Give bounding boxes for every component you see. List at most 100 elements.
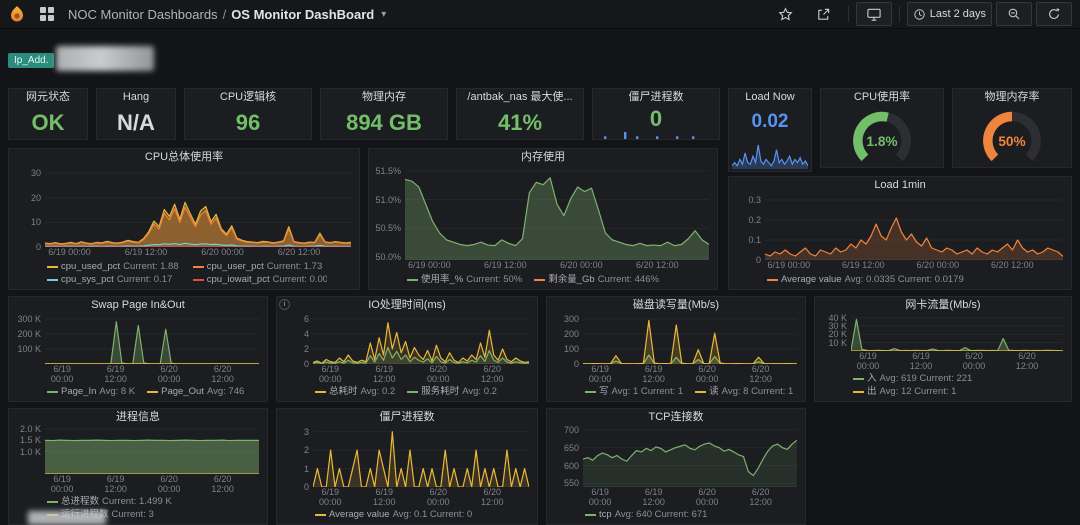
x-tick-label: 6/19 00:00 bbox=[588, 487, 612, 507]
x-tick-label: 6/20 00:00 bbox=[157, 474, 181, 494]
panel-title[interactable]: Load Now bbox=[745, 91, 795, 103]
legend-item[interactable]: Average value Avg: 0.1 Current: 0 bbox=[315, 508, 472, 521]
star-button[interactable] bbox=[769, 3, 803, 25]
panel-title[interactable]: IO处理时间(ms) bbox=[368, 299, 446, 311]
chart-area: 40 K 30 K 20 K 10 K bbox=[817, 313, 1063, 351]
panel-physical-memory: 物理内存 894 GB bbox=[320, 88, 448, 140]
legend-item[interactable]: 总耗时 Avg: 0.2 bbox=[315, 385, 395, 398]
legend-item[interactable]: 使用率_% Current: 50% bbox=[407, 273, 522, 286]
legend-item[interactable]: 总进程数 Current: 1.499 K bbox=[47, 495, 172, 508]
legend-item[interactable]: 剩余量_Gb Current: 446% bbox=[534, 273, 659, 286]
y-tick-label: 100 bbox=[563, 344, 579, 355]
panel-title[interactable]: 内存使用 bbox=[521, 151, 565, 163]
chart-plot-area[interactable] bbox=[45, 168, 351, 247]
chart-plot-area[interactable] bbox=[765, 196, 1063, 260]
panel-title[interactable]: 物理内存率 bbox=[984, 91, 1040, 103]
grafana-logo[interactable] bbox=[6, 3, 28, 25]
navbar-actions: Last 2 days bbox=[769, 2, 1072, 26]
panel-zombie-process-graph: 僵尸进程数 3 2 1 0 6/19 00:00 6/19 12:00 6/20 00:00 6/2… bbox=[276, 408, 538, 525]
legend-series-color bbox=[47, 500, 58, 503]
redacted-ip-value[interactable] bbox=[56, 46, 154, 71]
y-tick-label: 600 bbox=[563, 460, 579, 471]
legend-item[interactable]: Page_In Avg: 8 K bbox=[47, 385, 135, 398]
chart-plot-area[interactable] bbox=[45, 316, 259, 364]
legend-series-color bbox=[407, 390, 419, 393]
y-axis: 3 2 1 0 bbox=[279, 427, 313, 492]
x-tick-label: 6/20 12:00 bbox=[1015, 351, 1039, 371]
y-tick-label: 550 bbox=[563, 478, 579, 489]
x-tick-label: 6/20 00:00 bbox=[962, 351, 986, 371]
x-axis-spacer bbox=[11, 474, 45, 494]
panel-title[interactable]: Hang bbox=[122, 91, 150, 103]
chart-plot-area[interactable] bbox=[583, 428, 797, 487]
legend-item[interactable]: tcp Avg: 640 Current: 671 bbox=[585, 508, 707, 521]
legend-item[interactable]: Page_Out Avg: 746 bbox=[147, 385, 244, 398]
chart-plot-area[interactable] bbox=[405, 168, 709, 260]
panel-title[interactable]: 僵尸进程数 bbox=[628, 91, 684, 103]
panel-title[interactable]: Load 1min bbox=[874, 179, 926, 191]
x-axis-spacer bbox=[549, 487, 583, 507]
legend-series-color bbox=[534, 278, 546, 281]
y-tick-label: 2 bbox=[303, 344, 309, 355]
legend-item[interactable]: 服务耗时 Avg: 0.2 bbox=[407, 385, 497, 398]
x-axis: 6/19 00:00 6/19 12:00 6/20 00:00 6/20 12:00 bbox=[45, 364, 259, 384]
panel-title[interactable]: 进程信息 bbox=[116, 411, 160, 423]
time-range-picker[interactable]: Last 2 days bbox=[906, 2, 992, 26]
panel-title[interactable]: 物理内存 bbox=[362, 91, 406, 103]
x-tick-label: 6/20 12:00 bbox=[277, 247, 321, 257]
chart-memory: 51.5% 51.0% 50.5% 50.0% 6/19 00:00 6/19 12:00… bbox=[369, 166, 717, 289]
legend-item[interactable]: 出 Avg: 12 Current: 1 bbox=[853, 385, 956, 398]
refresh-icon bbox=[1049, 8, 1060, 20]
panel-title[interactable]: CPU逻辑核 bbox=[219, 91, 277, 103]
zoom-out-button[interactable] bbox=[996, 2, 1032, 26]
panel-title[interactable]: 网卡流量(Mb/s) bbox=[905, 299, 981, 311]
share-icon bbox=[818, 8, 830, 20]
star-icon bbox=[778, 6, 793, 21]
panel-tcp-connections: TCP连接数 700 650 600 550 6/19 00:00 6/19 12:00 6/2… bbox=[546, 408, 806, 525]
breadcrumb-folder: NOC Monitor Dashboards bbox=[68, 6, 218, 22]
x-axis-spacer bbox=[11, 364, 45, 384]
chart-area: 300 K 200 K 100 K bbox=[11, 314, 259, 364]
panel-title[interactable]: CPU总体使用率 bbox=[144, 151, 224, 163]
chart-canvas bbox=[851, 316, 1063, 351]
legend-series-name: cpu_used_pct bbox=[61, 261, 121, 272]
legend-item[interactable]: 入 Avg: 619 Current: 221 bbox=[853, 372, 972, 385]
panel-title[interactable]: /antbak_nas 最大使... bbox=[467, 91, 573, 103]
chart-plot-area[interactable] bbox=[583, 316, 797, 364]
chart-plot-area[interactable] bbox=[313, 316, 529, 364]
chart-plot-area[interactable] bbox=[45, 428, 259, 474]
panel-title[interactable]: TCP连接数 bbox=[648, 411, 704, 423]
tv-mode-button[interactable] bbox=[855, 2, 892, 26]
legend-item[interactable]: cpu_used_pct Current: 1.88 bbox=[47, 260, 181, 273]
panel-title[interactable]: Swap Page In&Out bbox=[91, 299, 185, 311]
legend-item[interactable]: Average value Avg: 0.0335 Current: 0.0179 bbox=[767, 273, 964, 286]
legend-series-value: Current: 3 bbox=[111, 509, 154, 520]
refresh-button[interactable] bbox=[1036, 2, 1072, 26]
legend-series-name: Page_In bbox=[61, 386, 97, 397]
y-tick-label: 650 bbox=[563, 442, 579, 453]
panel-title[interactable]: 网元状态 bbox=[26, 91, 70, 103]
breadcrumb[interactable]: NOC Monitor Dashboards / OS Monitor Dash… bbox=[68, 7, 386, 22]
info-icon[interactable]: i bbox=[279, 299, 290, 310]
variable-ip-add-tag[interactable]: Ip_Add. bbox=[8, 53, 55, 68]
chart-plot-area[interactable] bbox=[851, 316, 1063, 351]
panel-cpu-logical-cores: CPU逻辑核 96 bbox=[184, 88, 312, 140]
zombie-sparkline bbox=[596, 132, 716, 139]
y-tick-label: 10 bbox=[30, 217, 41, 228]
share-button[interactable] bbox=[807, 3, 841, 25]
panel-title[interactable]: 僵尸进程数 bbox=[379, 411, 435, 423]
legend-item[interactable]: 读 Avg: 8 Current: 1 bbox=[695, 385, 793, 398]
legend-item[interactable]: 写 Avg: 1 Current: 1 bbox=[585, 385, 683, 398]
panel-title[interactable]: CPU使用率 bbox=[853, 91, 911, 103]
legend-series-name: tcp bbox=[599, 509, 612, 520]
panel-title[interactable]: 磁盘读写量(Mb/s) bbox=[632, 299, 720, 311]
legend-item[interactable]: cpu_user_pct Current: 1.73 bbox=[192, 260, 327, 273]
legend-item[interactable]: cpu_iowait_pct Current: 0.00 bbox=[192, 273, 327, 286]
dashboards-grid-icon[interactable] bbox=[34, 3, 60, 25]
legend-item[interactable]: cpu_sys_pct Current: 0.17 bbox=[47, 273, 181, 286]
legend-series-value: Avg: 0.2 bbox=[462, 386, 497, 397]
y-axis: 300 200 100 0 bbox=[549, 314, 583, 369]
legend-series-color bbox=[695, 390, 707, 393]
x-tick-label: 6/20 12:00 bbox=[481, 487, 504, 507]
chart-plot-area[interactable] bbox=[313, 428, 529, 487]
